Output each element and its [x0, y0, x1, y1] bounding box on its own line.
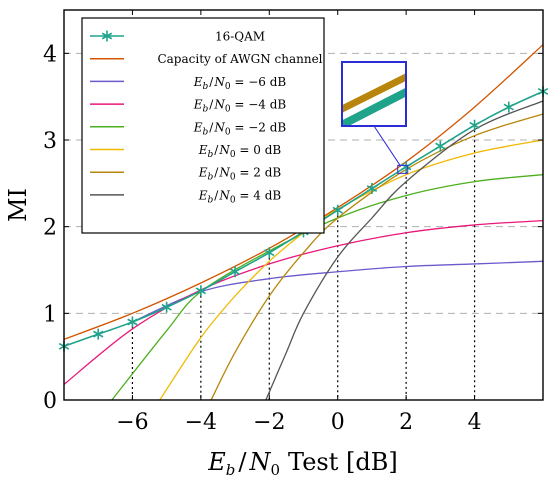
x-tick-label: 2 [399, 410, 413, 435]
zoom-inset [341, 61, 409, 174]
legend-star-marker [101, 30, 113, 42]
series-line-e-b-n-0-4-db [63, 219, 544, 385]
plot-frame [63, 9, 544, 401]
qam-marker [332, 204, 343, 216]
legend-entry-e-b-n-0-4-db: Eb/N0 = 4 dB [198, 188, 282, 205]
qam-marker [264, 247, 275, 259]
y-axis-title: MI [4, 188, 32, 222]
x-tick-label: 4 [468, 410, 482, 435]
x-axis-title: Eb / N0 Test [dB] [207, 448, 397, 479]
qam-marker [469, 119, 480, 131]
qam-marker [503, 101, 514, 113]
x-tick-label: −2 [253, 410, 285, 435]
qam-marker [435, 140, 446, 152]
y-axis-ticks: 0 1 2 3 4 [43, 42, 543, 414]
inset-line-qam [342, 87, 406, 126]
qam-marker [366, 183, 378, 195]
qam-marker [127, 316, 138, 328]
legend-entry-16-qam: 16-QAM [215, 30, 265, 44]
qam-marker [195, 285, 207, 297]
legend-entry-e-b-n-0-2-db: Eb/N0 = 2 dB [198, 166, 282, 183]
legend: 16-QAM Capacity of AWGN channel Eb/N0 = −6… [81, 17, 325, 234]
x-tick-label: 0 [331, 410, 345, 435]
dropdown-lines [131, 125, 476, 400]
y-tick-label: 1 [43, 302, 57, 327]
legend-box [81, 17, 325, 234]
legend-entry-e-b-n-0-0-db: Eb/N0 = 0 dB [198, 143, 282, 160]
legend-entry-e-b-n-0-4-db: Eb/N0 = −4 dB [193, 98, 287, 115]
zoom-region-box [397, 164, 409, 174]
y-tick-label: 0 [43, 389, 57, 414]
x-axis-ticks: −6 −4 −2 0 2 4 [116, 10, 482, 435]
x-tick-label: −6 [116, 410, 148, 435]
series-line-e-b-n-0-4-db [265, 100, 544, 401]
zoom-connector [373, 125, 402, 167]
qam-marker [93, 328, 104, 340]
y-tick-label: 3 [43, 129, 57, 154]
qam-marker [229, 266, 241, 278]
legend-entry-e-b-n-0-6-db: Eb/N0 = −6 dB [193, 75, 287, 92]
legend-entry-capacity-of-awgn-channel: Capacity of AWGN channel [157, 52, 322, 66]
qam-marker [161, 301, 172, 313]
x-tick-label: −4 [185, 410, 217, 435]
legend-entry-e-b-n-0-2-db: Eb/N0 = −2 dB [193, 120, 287, 137]
y-tick-label: 4 [43, 42, 57, 67]
inset-line-2db [342, 73, 406, 113]
y-tick-label: 2 [43, 216, 57, 241]
inset-frame [341, 61, 407, 127]
